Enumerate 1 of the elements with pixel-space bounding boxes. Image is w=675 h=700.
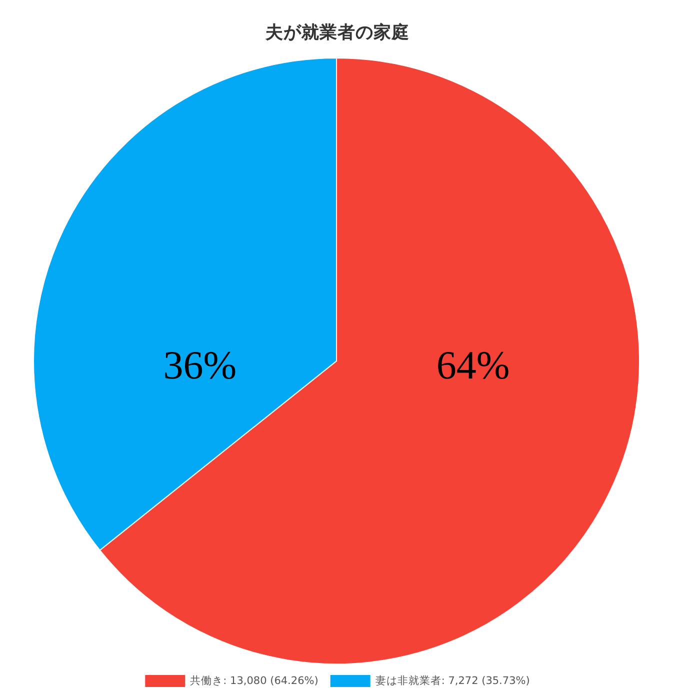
title: 夫が就業者の家庭	[266, 23, 410, 43]
